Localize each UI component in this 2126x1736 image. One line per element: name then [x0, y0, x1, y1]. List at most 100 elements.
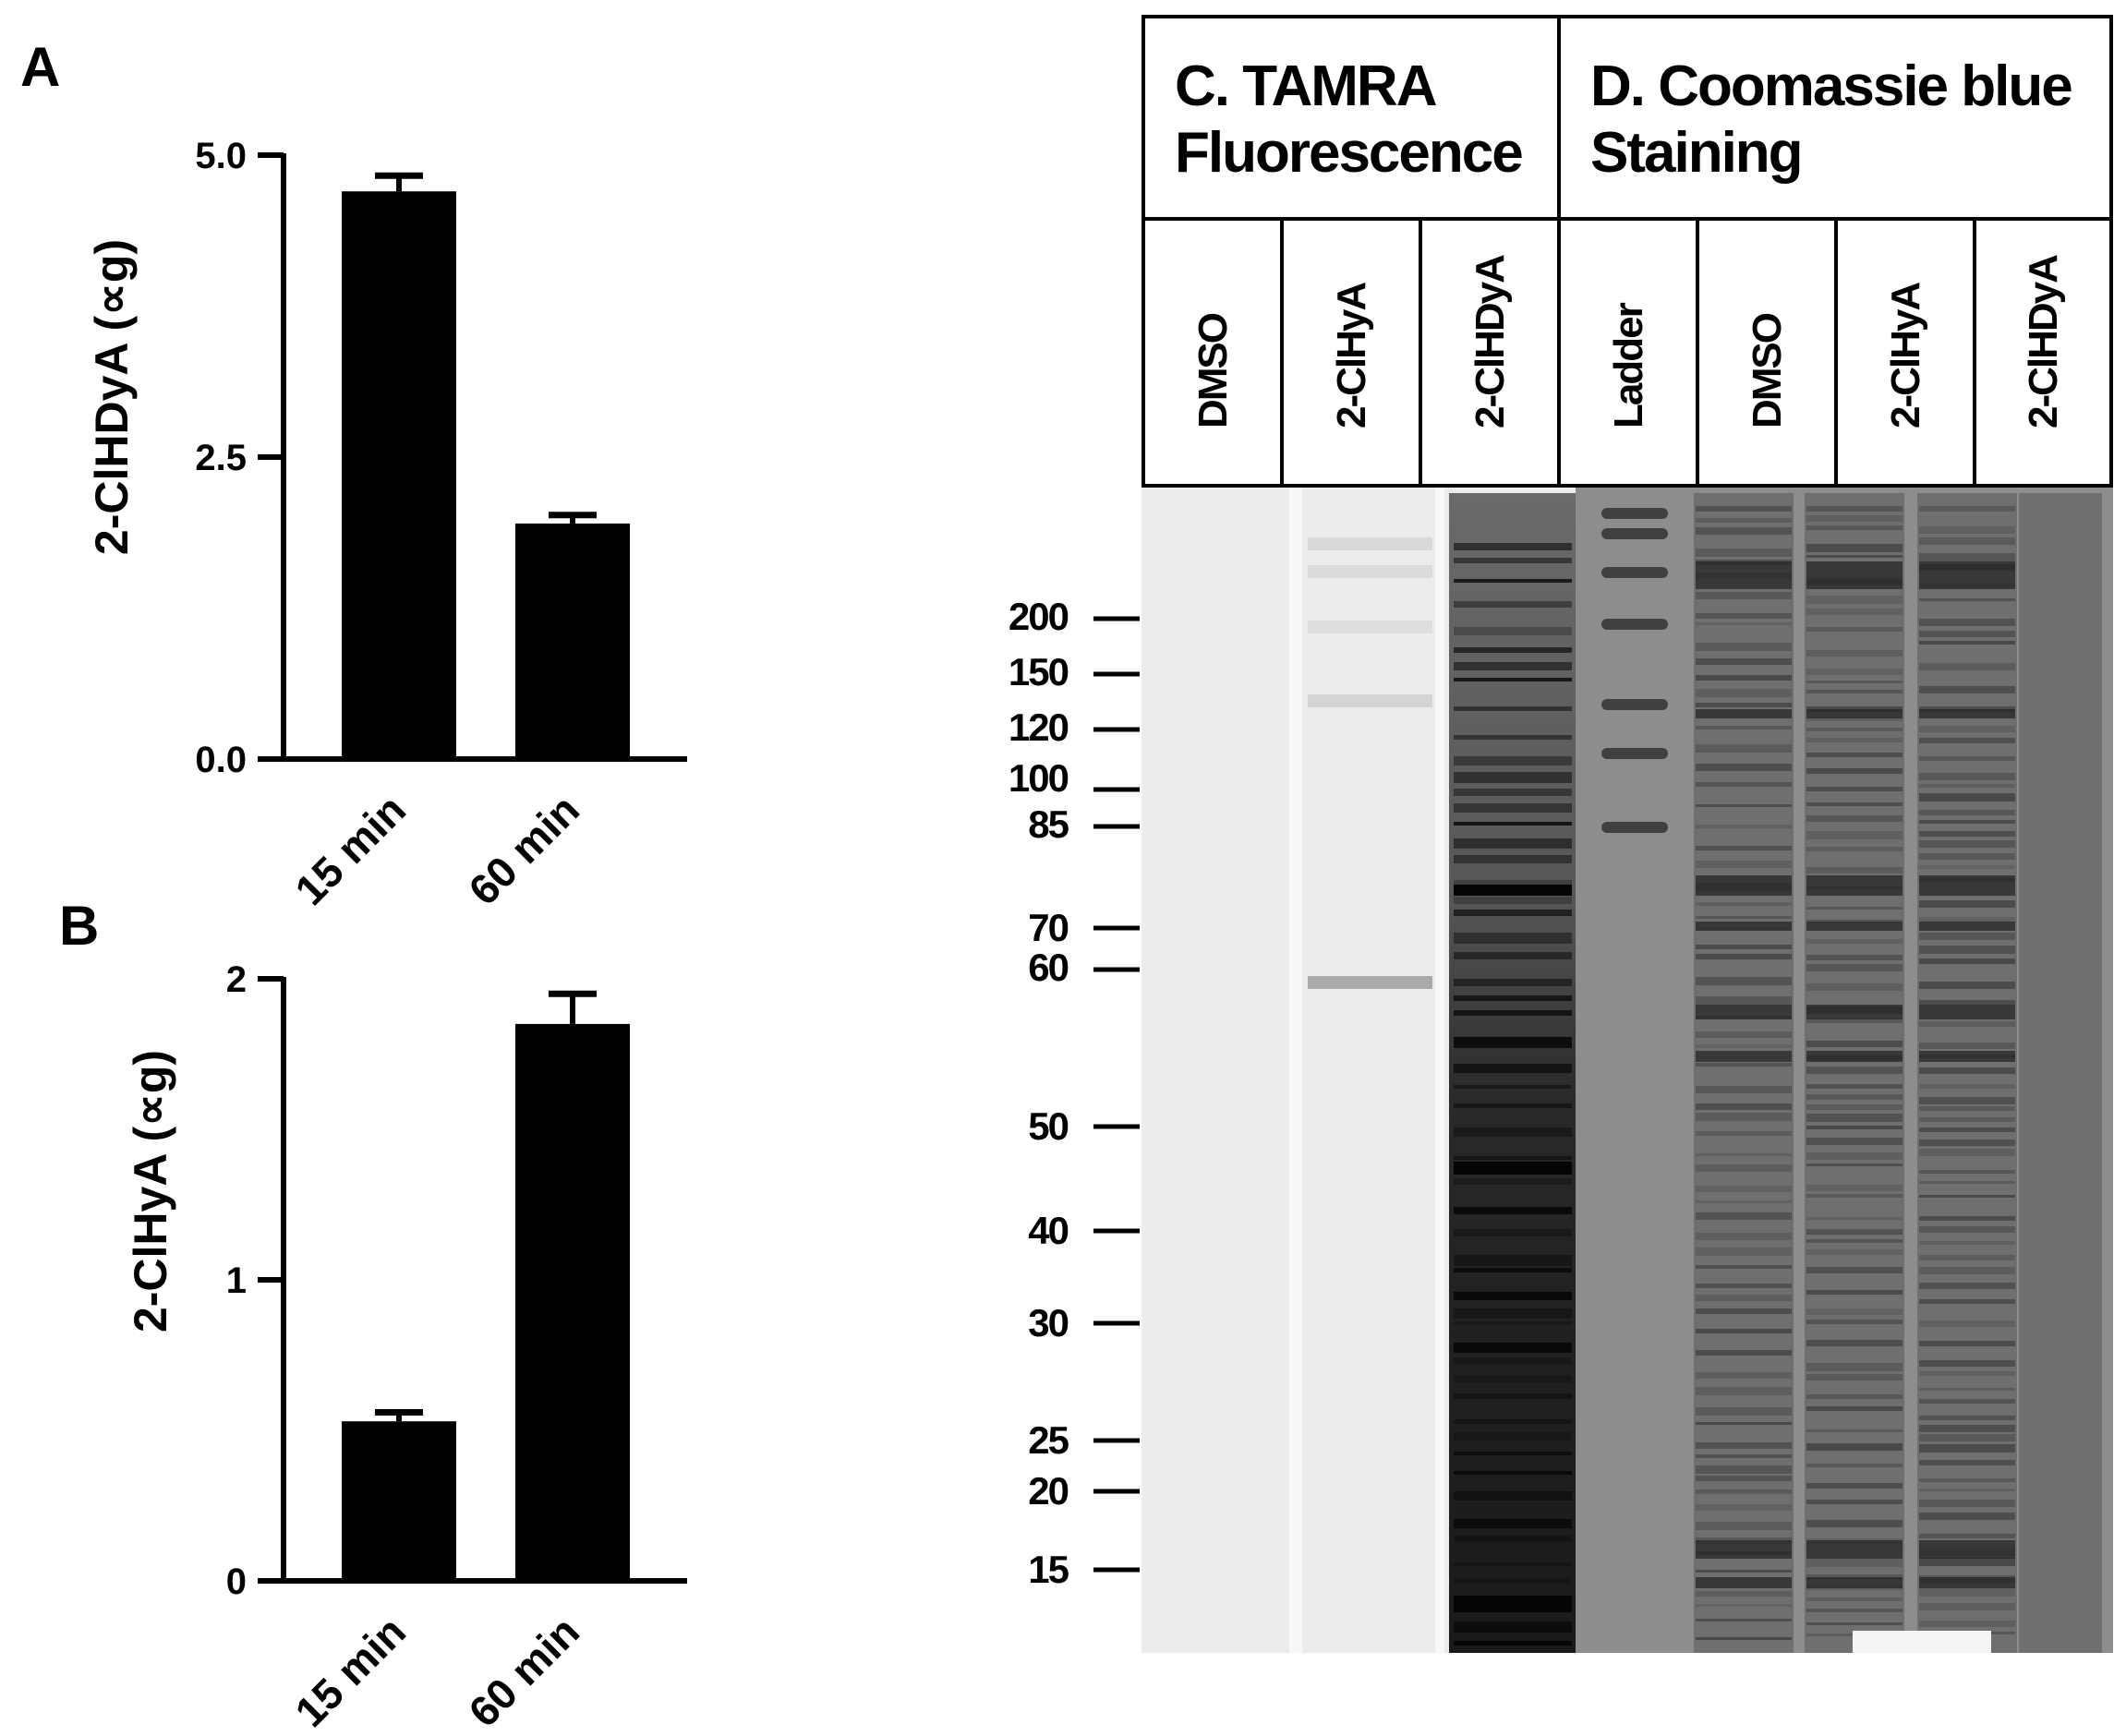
gel-band — [1454, 855, 1572, 863]
y-tick-label: 2 — [226, 959, 247, 1000]
gel-band — [1919, 1299, 2015, 1304]
gel-band — [1454, 1393, 1572, 1399]
gel-band — [1806, 627, 1903, 632]
gel-band — [1919, 1241, 2015, 1245]
gel-band — [1919, 1341, 2015, 1346]
gel-band — [1806, 964, 1903, 971]
gel-band — [1454, 1292, 1572, 1300]
gel-band — [1919, 922, 2015, 931]
ladder-band — [1601, 508, 1668, 519]
lane-label: 2-ClHyA — [1329, 283, 1374, 428]
lane-label: Ladder — [1606, 304, 1651, 428]
gel-band — [1919, 1540, 2015, 1559]
gel-band — [1454, 735, 1572, 740]
gel-band — [1806, 1429, 1903, 1432]
gel-band — [1919, 784, 2015, 788]
gel-band — [1806, 983, 1903, 991]
gel-band — [1919, 686, 2015, 693]
gel-band — [1696, 916, 1792, 919]
gel-band — [1454, 1536, 1572, 1542]
gel-band — [1454, 803, 1572, 813]
gel-band — [1919, 1283, 2015, 1289]
bar — [515, 523, 630, 759]
gel-band — [1696, 1476, 1792, 1481]
y-tick-label: 2.5 — [195, 438, 247, 478]
gel-band — [1696, 1284, 1792, 1288]
gel-band — [1454, 995, 1572, 1001]
gel-band — [1806, 609, 1903, 615]
gel-band — [1696, 658, 1792, 665]
gel-band — [1919, 1558, 2015, 1566]
gel-band — [1806, 802, 1903, 806]
gel-band — [1806, 1005, 1903, 1019]
gel-band — [1919, 506, 2015, 512]
gel-band — [1454, 662, 1572, 670]
lane-label: 2-ClHDyA — [2021, 256, 2066, 428]
gel-band — [1919, 1434, 2015, 1441]
gel-band — [1696, 1063, 1792, 1067]
lane-gap — [1289, 488, 1302, 1653]
gel-band — [1806, 867, 1903, 874]
gel-band — [1696, 527, 1792, 535]
gel-band — [1696, 1200, 1792, 1203]
gel-band — [1919, 840, 2015, 848]
gel-band — [1696, 561, 1792, 589]
panel-a-letter: A — [20, 36, 61, 98]
gel-band — [1454, 1085, 1572, 1089]
gel-band — [1806, 1464, 1903, 1467]
gel-band — [1696, 1604, 1792, 1607]
gel-band — [1454, 1207, 1572, 1214]
y-tick-label: 0.0 — [195, 740, 247, 780]
gel-band — [1806, 831, 1903, 839]
gel-band — [1806, 1239, 1903, 1243]
gel-band — [1454, 789, 1572, 796]
gel-band — [1919, 553, 2015, 561]
gel-band — [1806, 1308, 1903, 1315]
gel-band — [1696, 1233, 1792, 1240]
gel-band — [1919, 1360, 2015, 1367]
gel-band — [1919, 756, 2015, 761]
gel-band — [1806, 1394, 1903, 1399]
sample-lane — [1694, 493, 1794, 1653]
gel-band — [1454, 1268, 1572, 1272]
gel-band — [1696, 1489, 1792, 1494]
panel-d-title-line1: D. Coomassie blue — [1590, 54, 2073, 118]
gel-band — [1919, 1181, 2015, 1184]
gel-band — [1919, 865, 2015, 869]
gel-band — [1454, 885, 1572, 896]
gel-band — [1806, 596, 1903, 604]
gel-band — [1806, 1290, 1903, 1295]
gel-band — [1454, 1321, 1572, 1325]
gel-band — [1919, 561, 2015, 589]
gel-band — [1919, 1388, 2015, 1391]
gel-band — [1696, 996, 1792, 1005]
gel-band — [1454, 1375, 1572, 1382]
y-tick-label: 5.0 — [195, 136, 247, 176]
lane-label: 2-ClHDyA — [1468, 256, 1513, 428]
gel-band — [1806, 1217, 1903, 1220]
gel-band — [1806, 1363, 1903, 1371]
gel-band — [1696, 1051, 1792, 1062]
gel-band — [1806, 681, 1903, 683]
gel-band — [1696, 613, 1792, 619]
gel-band — [1696, 804, 1792, 807]
gel-band — [1696, 1103, 1792, 1110]
gel-band — [1696, 922, 1792, 931]
gel-band — [1919, 933, 2015, 940]
panel-d-title-line2: Staining — [1590, 121, 1804, 185]
gel-band — [1806, 1194, 1903, 1198]
gel-band — [1806, 1051, 1903, 1062]
gel-band — [1806, 787, 1903, 791]
gel-band — [1696, 1465, 1792, 1474]
gel-band — [1696, 1591, 1792, 1597]
gel-band — [1919, 1603, 2015, 1610]
gel-band — [1919, 1051, 2015, 1062]
panel-b-letter: B — [59, 895, 100, 957]
gel-band — [1919, 1478, 2015, 1482]
gel-band — [1806, 1443, 1903, 1451]
gel-band — [1806, 1609, 1903, 1612]
gel-band — [1696, 592, 1792, 599]
gel-band — [1806, 1340, 1903, 1346]
ladder-band — [1601, 748, 1668, 759]
gel-band — [1806, 1559, 1903, 1567]
